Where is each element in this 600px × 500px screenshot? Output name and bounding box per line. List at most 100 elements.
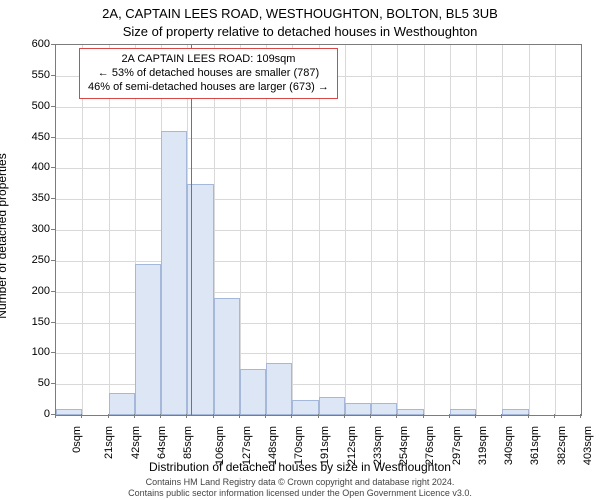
xtick-mark: [396, 414, 397, 418]
xtick-mark: [528, 414, 529, 418]
ytick-mark: [51, 167, 55, 168]
xtick-label: 21sqm: [103, 426, 115, 459]
xtick-label: 64sqm: [156, 426, 168, 459]
footer-line1: Contains HM Land Registry data © Crown c…: [146, 477, 455, 487]
xtick-label: 106sqm: [214, 426, 226, 465]
gridline-v: [82, 45, 83, 415]
xtick-mark: [265, 414, 266, 418]
xtick-mark: [449, 414, 450, 418]
xtick-mark: [554, 414, 555, 418]
xtick-label: 254sqm: [398, 426, 410, 465]
histogram-bar: [266, 363, 292, 415]
xtick-label: 0sqm: [71, 426, 83, 453]
ytick-label: 300: [10, 223, 50, 235]
xtick-mark: [186, 414, 187, 418]
xtick-label: 382sqm: [556, 426, 568, 465]
xtick-label: 233sqm: [372, 426, 384, 465]
ytick-label: 350: [10, 192, 50, 204]
xtick-label: 191sqm: [319, 426, 331, 465]
ytick-label: 500: [10, 100, 50, 112]
histogram-bar: [345, 403, 371, 415]
xtick-label: 403sqm: [582, 426, 594, 465]
ytick-label: 250: [10, 254, 50, 266]
gridline-v: [529, 45, 530, 415]
info-box-line1: 2A CAPTAIN LEES ROAD: 109sqm: [88, 53, 329, 67]
xtick-mark: [291, 414, 292, 418]
xtick-mark: [160, 414, 161, 418]
property-marker-line: [191, 45, 192, 415]
chart-title-main: 2A, CAPTAIN LEES ROAD, WESTHOUGHTON, BOL…: [0, 6, 600, 21]
chart-container: 2A, CAPTAIN LEES ROAD, WESTHOUGHTON, BOL…: [0, 0, 600, 500]
ytick-mark: [51, 229, 55, 230]
xtick-label: 42sqm: [130, 426, 142, 459]
histogram-bar: [450, 409, 476, 415]
xtick-mark: [370, 414, 371, 418]
ytick-mark: [51, 198, 55, 199]
xtick-mark: [55, 414, 56, 418]
xtick-label: 361sqm: [529, 426, 541, 465]
xtick-label: 212sqm: [346, 426, 358, 465]
ytick-mark: [51, 383, 55, 384]
xtick-label: 127sqm: [241, 426, 253, 465]
xtick-mark: [213, 414, 214, 418]
histogram-bar: [371, 403, 397, 415]
gridline-v: [555, 45, 556, 415]
histogram-bar: [240, 369, 266, 415]
gridline-v: [450, 45, 451, 415]
gridline-v: [424, 45, 425, 415]
xtick-label: 148sqm: [267, 426, 279, 465]
ytick-label: 550: [10, 69, 50, 81]
chart-title-sub: Size of property relative to detached ho…: [0, 24, 600, 39]
ytick-label: 150: [10, 316, 50, 328]
gridline-v: [345, 45, 346, 415]
footer-attribution: Contains HM Land Registry data © Crown c…: [0, 477, 600, 499]
ytick-label: 50: [10, 377, 50, 389]
histogram-bar: [502, 409, 528, 415]
ytick-mark: [51, 291, 55, 292]
xtick-label: 297sqm: [451, 426, 463, 465]
xtick-label: 276sqm: [424, 426, 436, 465]
gridline-v: [397, 45, 398, 415]
gridline-v: [109, 45, 110, 415]
xtick-mark: [239, 414, 240, 418]
ytick-label: 600: [10, 38, 50, 50]
ytick-mark: [51, 106, 55, 107]
histogram-bar: [135, 264, 161, 415]
gridline-v: [476, 45, 477, 415]
plot-area: [55, 44, 582, 416]
ytick-mark: [51, 352, 55, 353]
ytick-label: 200: [10, 285, 50, 297]
xtick-mark: [501, 414, 502, 418]
ytick-mark: [51, 260, 55, 261]
ytick-label: 450: [10, 131, 50, 143]
info-box: 2A CAPTAIN LEES ROAD: 109sqm ← 53% of de…: [79, 48, 338, 99]
histogram-bar: [397, 409, 423, 415]
gridline-v: [240, 45, 241, 415]
ytick-mark: [51, 44, 55, 45]
ytick-label: 400: [10, 161, 50, 173]
xtick-mark: [81, 414, 82, 418]
xtick-label: 319sqm: [477, 426, 489, 465]
y-axis-label: Number of detached properties: [0, 153, 9, 318]
xtick-label: 85sqm: [182, 426, 194, 459]
xtick-mark: [475, 414, 476, 418]
xtick-mark: [344, 414, 345, 418]
xtick-mark: [580, 414, 581, 418]
xtick-label: 170sqm: [293, 426, 305, 465]
xtick-label: 340sqm: [503, 426, 515, 465]
histogram-bar: [292, 400, 318, 415]
ytick-label: 0: [10, 408, 50, 420]
gridline-v: [319, 45, 320, 415]
info-box-line2: ← 53% of detached houses are smaller (78…: [88, 67, 329, 81]
xtick-mark: [423, 414, 424, 418]
xtick-mark: [108, 414, 109, 418]
gridline-v: [502, 45, 503, 415]
histogram-bar: [161, 131, 187, 415]
histogram-bar: [319, 397, 345, 416]
gridline-v: [292, 45, 293, 415]
gridline-v: [371, 45, 372, 415]
xtick-mark: [318, 414, 319, 418]
histogram-bar: [56, 409, 82, 415]
footer-line2: Contains public sector information licen…: [128, 488, 472, 498]
info-box-line3: 46% of semi-detached houses are larger (…: [88, 81, 329, 95]
